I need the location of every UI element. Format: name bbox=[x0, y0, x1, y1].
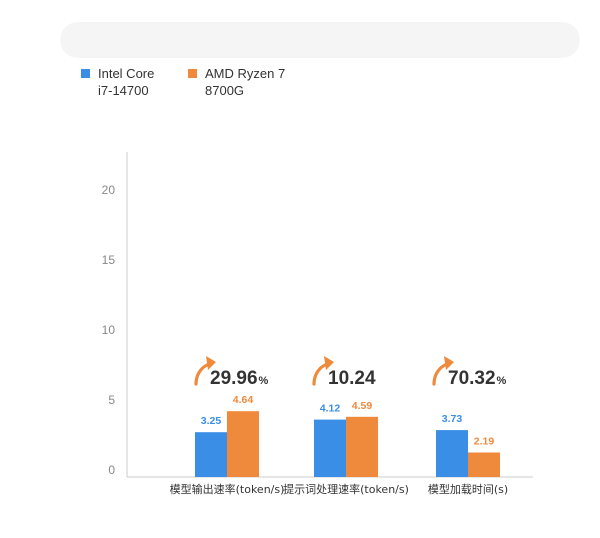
bar bbox=[346, 416, 378, 477]
bar bbox=[195, 432, 227, 477]
delta-unit: % bbox=[259, 375, 269, 387]
up-arrow-icon bbox=[432, 356, 454, 386]
arrow-head bbox=[324, 356, 334, 370]
annotations: 29.96% 10.24 70.32% bbox=[194, 356, 507, 389]
data-label: 3.73 bbox=[442, 413, 463, 425]
y-tick-label: 20 bbox=[102, 183, 116, 197]
legend-label: AMD Ryzen 7 bbox=[205, 66, 285, 81]
legend-label: i7-14700 bbox=[98, 83, 149, 98]
legend-label: Intel Core bbox=[98, 66, 154, 81]
y-tick-label: 0 bbox=[108, 463, 115, 477]
bar bbox=[436, 430, 468, 477]
legend-swatch bbox=[188, 69, 197, 78]
x-category-label: 模型输出速率(token/s) bbox=[170, 482, 285, 496]
bar bbox=[314, 419, 346, 477]
delta-value: 70.32 bbox=[448, 368, 496, 389]
legend: Intel Core i7-14700 AMD Ryzen 7 8700G bbox=[81, 66, 285, 98]
delta-value: 29.96 bbox=[210, 368, 258, 389]
x-category-label: 提示词处理速率(token/s) bbox=[283, 482, 409, 496]
legend-label: 8700G bbox=[205, 83, 244, 98]
delta-unit: % bbox=[497, 375, 507, 387]
data-label: 4.12 bbox=[320, 403, 341, 415]
bar bbox=[468, 452, 500, 477]
data-label: 4.64 bbox=[233, 394, 254, 406]
arrow-head bbox=[444, 356, 454, 370]
y-tick-label: 15 bbox=[102, 253, 116, 267]
arrow-head bbox=[206, 356, 216, 370]
x-category-label: 模型加载时间(s) bbox=[428, 482, 508, 496]
watermark-band bbox=[60, 22, 580, 58]
bar bbox=[227, 411, 259, 477]
up-arrow-icon bbox=[312, 356, 334, 386]
legend-swatch bbox=[81, 69, 90, 78]
y-tick-label: 10 bbox=[102, 323, 116, 337]
delta-value: 10.24 bbox=[328, 368, 376, 389]
data-label: 2.19 bbox=[474, 436, 495, 448]
bars: 3.25 4.64 模型输出速率(token/s) 4.12 4.59 提示词处理速率(t… bbox=[170, 394, 509, 496]
data-label: 4.59 bbox=[352, 400, 373, 412]
data-label: 3.25 bbox=[201, 415, 222, 427]
watermark-blur bbox=[60, 22, 580, 58]
up-arrow-icon bbox=[194, 356, 216, 386]
y-tick-label: 5 bbox=[108, 393, 115, 407]
